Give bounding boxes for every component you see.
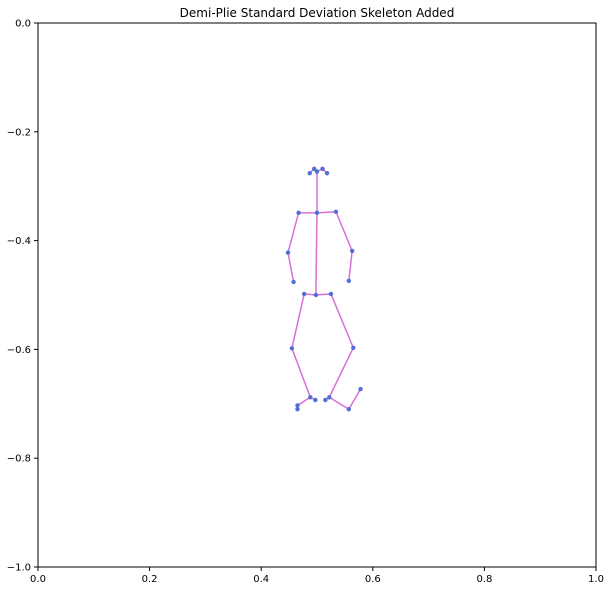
x-tick: 0.0 bbox=[30, 567, 46, 585]
joint-point bbox=[313, 397, 318, 403]
y-tick-label: −0.8 bbox=[7, 454, 31, 465]
skeleton-lines bbox=[287, 168, 362, 410]
x-tick-label: 0.4 bbox=[253, 574, 269, 585]
joint-point bbox=[296, 210, 301, 216]
skeleton-bone bbox=[316, 211, 337, 214]
skeleton-bone bbox=[291, 293, 305, 349]
y-tick: −0.8 bbox=[7, 454, 38, 465]
x-tick-label: 0.2 bbox=[142, 574, 158, 585]
skeleton-bone bbox=[330, 293, 354, 349]
joint-point bbox=[289, 346, 295, 351]
y-axis: 0.0 −0.2 −0.4 −0.6 −0.8 −1.0 bbox=[7, 19, 38, 574]
x-tick-label: 0.6 bbox=[365, 574, 381, 585]
skeleton-bone bbox=[287, 212, 300, 253]
x-axis: 0.0 0.2 0.4 0.6 0.8 1.0 bbox=[30, 567, 604, 585]
x-tick: 0.4 bbox=[253, 567, 269, 585]
y-tick-label: −0.4 bbox=[7, 236, 31, 247]
chart-title: Demi-Plie Standard Deviation Skeleton Ad… bbox=[180, 6, 455, 20]
joint-point bbox=[307, 170, 312, 176]
y-tick: 0.0 bbox=[15, 19, 38, 30]
y-tick-label: 0.0 bbox=[15, 19, 31, 30]
joint-point bbox=[346, 278, 352, 284]
skeleton-bone bbox=[287, 252, 295, 283]
joint-point bbox=[324, 170, 330, 176]
joint-point bbox=[358, 386, 363, 392]
skeleton-bone bbox=[328, 396, 350, 410]
y-tick: −0.2 bbox=[7, 127, 38, 138]
y-tick-label: −0.6 bbox=[7, 345, 31, 356]
joint-point bbox=[346, 407, 352, 412]
x-tick: 0.2 bbox=[142, 567, 158, 585]
joint-point bbox=[301, 291, 307, 297]
joint-point bbox=[285, 250, 291, 255]
x-tick-label: 0.0 bbox=[30, 574, 46, 585]
x-tick-label: 0.8 bbox=[476, 574, 492, 585]
joint-point bbox=[314, 169, 320, 174]
x-tick: 1.0 bbox=[588, 567, 604, 585]
joint-point bbox=[295, 407, 300, 412]
x-tick: 0.8 bbox=[476, 567, 492, 585]
joint-point bbox=[333, 209, 339, 214]
skeleton-bone bbox=[297, 396, 311, 407]
joint-point bbox=[351, 345, 356, 350]
y-tick: −1.0 bbox=[7, 563, 38, 574]
skeleton-bone bbox=[315, 293, 332, 296]
skeleton-bone bbox=[328, 347, 354, 398]
joint-point bbox=[312, 166, 317, 171]
skeleton-bone bbox=[335, 211, 353, 252]
x-tick: 0.6 bbox=[365, 567, 381, 585]
skeleton-bone bbox=[348, 388, 362, 410]
y-tick: −0.4 bbox=[7, 236, 38, 247]
joint-point bbox=[323, 397, 328, 403]
y-tick-label: −0.2 bbox=[7, 127, 31, 138]
skeleton-bone bbox=[291, 348, 312, 398]
joint-point bbox=[314, 210, 320, 216]
x-tick-label: 1.0 bbox=[588, 574, 604, 585]
joint-point bbox=[308, 395, 313, 400]
y-tick: −0.6 bbox=[7, 345, 38, 356]
joint-point bbox=[313, 292, 319, 298]
joint-point bbox=[291, 279, 296, 285]
skeleton-bone bbox=[315, 212, 318, 296]
skeleton-bone bbox=[348, 250, 353, 281]
joint-point bbox=[327, 395, 332, 400]
joint-point bbox=[320, 166, 325, 171]
y-tick-label: −1.0 bbox=[7, 563, 31, 574]
joint-point bbox=[349, 248, 355, 254]
joint-points bbox=[285, 166, 363, 412]
joint-point bbox=[328, 291, 334, 297]
joint-point bbox=[295, 403, 300, 408]
